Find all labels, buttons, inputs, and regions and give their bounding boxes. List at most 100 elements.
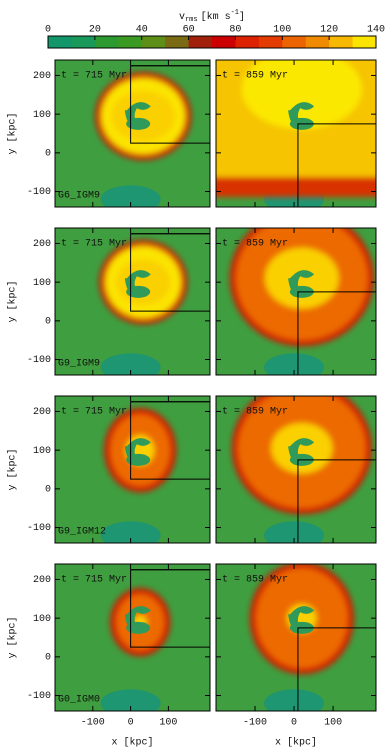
panel-frame [54,59,211,208]
colorbar-segment [352,36,377,48]
region-box [130,65,210,144]
time-label: t = 859 Myr [222,239,288,250]
label-subscript: rms [185,16,198,24]
y-axis-label: y [kpc] [7,448,19,490]
colorbar-tick-label: 40 [136,25,148,36]
colorbar-segment [305,36,330,48]
x-tick-label: -100 [243,718,267,729]
colorbar-tick-label: 120 [320,25,338,36]
colorbar-segment [329,36,354,48]
label-unit: [km s [201,11,231,23]
y-tick-label: 200 [33,71,51,82]
time-label: t = 715 Myr [61,407,127,418]
time-label: t = 859 Myr [222,71,288,82]
hot-core [241,60,362,130]
shock-core [264,247,339,309]
halo [264,689,325,711]
shock-core [111,90,176,142]
y-tick-label: 200 [33,407,51,418]
panel-image [216,60,376,207]
panel-frame [215,227,377,376]
y-tick-label: 0 [45,148,51,159]
x-tick-label: 0 [291,718,297,729]
colorbar-tick-label: 80 [229,25,241,36]
y-tick-label: 0 [45,484,51,495]
colorbar-segment [141,36,166,48]
colorbar-segment [282,36,307,48]
panel-image [55,228,210,375]
colorbar-tick-label: 60 [183,25,195,36]
cold-core [126,621,151,634]
region-box [130,401,210,480]
panel-image [55,564,210,711]
halo [264,353,325,375]
panel-image [216,396,376,543]
time-label: t = 715 Myr [61,71,127,82]
y-tick-label: -100 [27,523,51,534]
colorbar-tick-label: 140 [367,25,385,36]
y-tick-label: 200 [33,239,51,250]
colorbar-segment [188,36,213,48]
colorbar-segment [258,36,283,48]
y-tick-label: -100 [27,187,51,198]
gas [99,240,188,325]
y-tick-label: 100 [33,446,51,457]
y-tick-label: 0 [45,652,51,663]
x-axis-label: x [kpc] [111,737,153,749]
y-axis-label: y [kpc] [7,616,19,658]
gas [229,228,374,347]
panel-image [55,60,210,207]
run-label: G0_IGM0 [58,695,100,706]
colorbar-segment [165,36,190,48]
halo [100,353,161,375]
cold-core [126,285,151,298]
y-tick-label: 200 [33,575,51,586]
label-close: ] [239,11,245,23]
time-label: t = 715 Myr [61,239,127,250]
region-box [297,459,376,543]
x-tick-label: -100 [81,718,105,729]
panel-frame [215,563,377,712]
y-axis-label: y [kpc] [7,280,19,322]
gas [231,396,372,515]
gas [95,72,192,161]
x-tick-label: 100 [324,718,342,729]
time-label: t = 715 Myr [61,575,127,586]
halo [264,521,325,543]
region-box [130,233,210,312]
shock-core [115,259,171,305]
gas [249,564,354,675]
time-label: t = 859 Myr [222,407,288,418]
panel-frame [215,395,377,544]
colorbar-tick-label: 0 [45,25,51,36]
label-exponent: -1 [231,9,239,17]
panel-frame [54,395,211,544]
colorbar-tick-label: 100 [273,25,291,36]
cold-core [126,453,151,466]
x-axis-label: x [kpc] [275,737,317,749]
panel-frame [54,227,211,376]
x-tick-label: 0 [128,718,134,729]
halo [100,185,161,207]
y-tick-label: 100 [33,614,51,625]
panel-image [216,564,376,711]
region-box [297,291,376,375]
panel-frame [215,59,377,208]
y-tick-label: 0 [45,316,51,327]
y-tick-label: 100 [33,278,51,289]
y-tick-label: 100 [33,110,51,121]
colorbar-segment [118,36,143,48]
panel-image [216,228,376,375]
run-label: G9_IGM9 [58,359,100,370]
shock-core [271,422,333,474]
halo [100,689,161,711]
colorbar-label: vrms [km s-1] [179,9,245,24]
y-tick-label: -100 [27,691,51,702]
colorbar-segment [235,36,260,48]
region-box [297,123,376,207]
colorbar-tick-label: 20 [89,25,101,36]
colorbar-segment [48,36,72,48]
region-box [297,627,376,711]
region-box [130,569,210,648]
